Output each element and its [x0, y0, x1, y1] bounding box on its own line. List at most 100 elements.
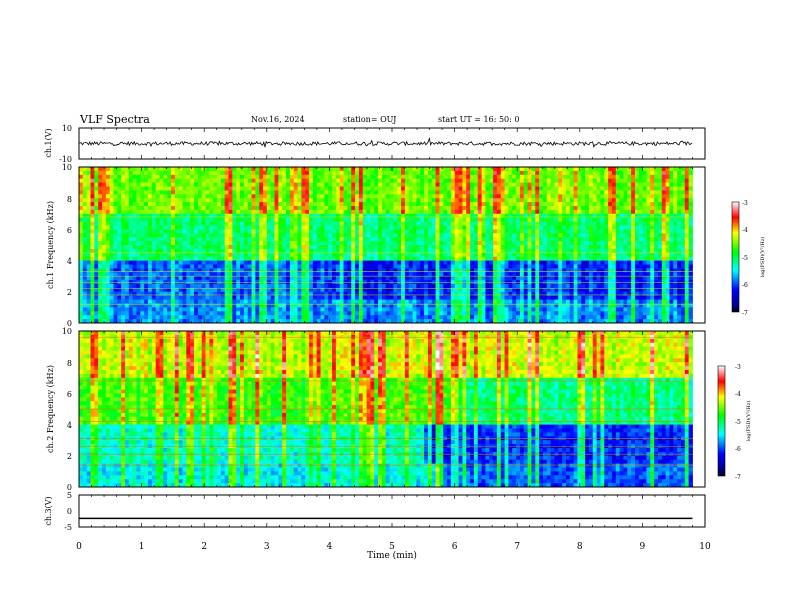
spectrogram-cell	[282, 319, 287, 324]
spectrogram-cell	[102, 276, 107, 281]
spectrogram-cell	[94, 213, 99, 219]
spectrogram-cell	[136, 170, 141, 176]
spectrogram-cell	[485, 287, 490, 293]
spectrogram-cell	[155, 299, 160, 304]
spectrogram-cell	[220, 237, 226, 242]
spectrogram-cell	[240, 229, 245, 234]
spectrogram-cell	[255, 209, 260, 215]
spectrogram-cell	[255, 311, 260, 316]
spectrogram-cell	[159, 245, 164, 250]
spectrogram-cell	[171, 221, 176, 226]
spectrogram-cell	[113, 291, 118, 297]
spectrogram-cell	[98, 276, 103, 281]
spectrogram-cell	[309, 315, 314, 320]
spectrogram-cell	[531, 225, 536, 230]
spectrogram-cell	[151, 299, 157, 304]
spectrogram-cell	[236, 268, 241, 273]
spectrogram-cell	[523, 174, 528, 180]
spectrogram-cell	[458, 221, 463, 226]
spectrogram-cell	[489, 291, 494, 297]
spectrogram-cell	[332, 178, 337, 183]
spectrogram-cell	[178, 287, 183, 293]
spectrogram-cell	[305, 272, 310, 277]
spectrogram-cell	[263, 174, 268, 180]
spectrogram-cell	[466, 252, 471, 258]
spectrogram-cell	[205, 299, 210, 304]
spectrogram-cell	[362, 303, 367, 308]
spectrogram-cell	[190, 299, 195, 304]
spectrogram-cell	[286, 319, 291, 324]
spectrogram-cell	[86, 167, 91, 172]
spectrogram-cell	[274, 295, 279, 300]
spectrogram-cell	[155, 245, 160, 250]
spectrogram-cell	[427, 206, 433, 211]
spectrogram-cell	[374, 299, 379, 304]
spectrogram-cell	[82, 182, 88, 187]
spectrogram-cell	[224, 264, 229, 269]
spectrogram-cell	[94, 206, 99, 211]
spectrogram-cell	[466, 221, 471, 226]
spectrogram-cell	[493, 311, 498, 316]
spectrogram-cell	[431, 182, 436, 187]
spectrogram-cell	[151, 295, 157, 300]
spectrogram-cell	[90, 245, 95, 250]
spectrogram-cell	[266, 245, 272, 250]
spectrogram-cell	[132, 174, 137, 180]
spectrogram-cell	[167, 174, 172, 180]
spectrogram-cell	[316, 252, 321, 258]
spectrogram-cell	[182, 170, 187, 176]
spectrogram-cell	[113, 213, 118, 219]
spectrogram-cell	[335, 276, 341, 281]
spectrogram-cell	[316, 256, 321, 261]
spectrogram-cell	[531, 182, 536, 187]
spectrogram-cell	[240, 178, 245, 183]
spectrogram-cell	[408, 299, 413, 304]
spectrogram-cell	[355, 315, 360, 320]
spectrogram-cell	[270, 209, 275, 215]
spectrogram-cell	[140, 167, 145, 172]
spectrogram-cell	[347, 233, 352, 238]
spectrogram-cell	[117, 245, 122, 250]
spectrogram-cell	[339, 221, 344, 226]
spectrogram-cell	[102, 303, 107, 308]
spectrogram-cell	[274, 174, 279, 180]
spectrogram-cell	[351, 295, 356, 300]
spectrogram-cell	[381, 182, 387, 187]
spectrogram-cell	[217, 209, 222, 215]
spectrogram-cell	[439, 229, 444, 234]
spectrogram-cell	[320, 260, 325, 265]
spectrogram-cell	[197, 287, 203, 293]
spectrogram-cell	[385, 307, 390, 312]
spectrogram-cell	[454, 272, 459, 277]
spectrogram-cell	[312, 198, 318, 203]
spectrogram-cell	[270, 287, 275, 293]
spectrogram-cell	[458, 245, 463, 250]
spectrogram-cell	[504, 174, 509, 180]
spectrogram-cell	[171, 307, 176, 312]
spectrogram-cell	[121, 217, 126, 222]
spectrogram-cell	[128, 272, 134, 277]
spectrogram-cell	[370, 170, 375, 176]
spectrogram-cell	[159, 194, 164, 199]
spectrogram-cell	[462, 229, 467, 234]
spectrogram-cell	[128, 167, 134, 172]
spectrogram-cell	[355, 237, 360, 242]
spectrogram-cell	[420, 256, 425, 261]
spectrogram-cell	[355, 198, 360, 203]
spectrogram-cell	[550, 170, 555, 176]
spectrogram-cell	[117, 272, 122, 277]
spectrogram-cell	[351, 268, 356, 273]
spectrogram-cell	[301, 182, 306, 187]
spectrogram-cell	[320, 295, 325, 300]
spectrogram-cell	[454, 186, 459, 191]
spectrogram-cell	[496, 268, 502, 273]
spectrogram-cell	[470, 213, 475, 219]
spectrogram-cell	[266, 186, 272, 191]
spectrogram-cell	[247, 202, 252, 207]
spectrogram-cell	[542, 311, 548, 316]
spectrogram-cell	[320, 198, 325, 203]
spectrogram-cell	[151, 194, 157, 199]
spectrogram-cell	[339, 174, 344, 180]
spectrogram-cell	[351, 264, 356, 269]
spectrogram-cell	[443, 264, 448, 269]
